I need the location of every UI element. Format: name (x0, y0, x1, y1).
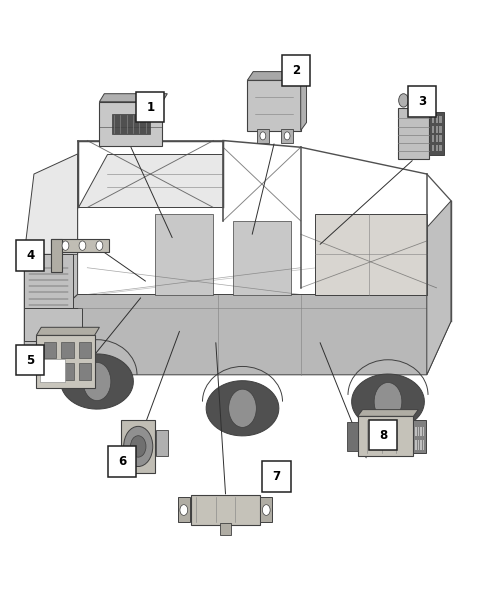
Polygon shape (99, 102, 162, 146)
Circle shape (123, 426, 152, 466)
Bar (414, 441, 416, 450)
Bar (44, 342, 56, 358)
Polygon shape (36, 327, 99, 335)
Polygon shape (397, 108, 428, 159)
Bar (78, 342, 91, 358)
Bar (78, 363, 91, 379)
Bar (439, 135, 441, 142)
Circle shape (259, 132, 265, 140)
Circle shape (284, 132, 289, 140)
FancyBboxPatch shape (262, 461, 290, 492)
Bar (435, 117, 437, 123)
Bar (178, 497, 189, 522)
FancyBboxPatch shape (16, 240, 44, 271)
Polygon shape (51, 239, 109, 252)
Bar (417, 441, 418, 450)
Bar (419, 427, 421, 436)
Circle shape (130, 436, 146, 457)
Polygon shape (24, 308, 82, 342)
Bar (431, 117, 433, 123)
FancyBboxPatch shape (108, 446, 136, 477)
Circle shape (228, 389, 256, 428)
Polygon shape (232, 221, 290, 294)
Bar (431, 135, 433, 142)
Polygon shape (24, 154, 77, 254)
Bar (431, 144, 433, 151)
Bar (219, 524, 231, 535)
Polygon shape (77, 154, 223, 207)
Bar (111, 114, 150, 134)
Bar (156, 430, 168, 456)
Bar (357, 416, 412, 456)
Polygon shape (51, 239, 61, 272)
FancyBboxPatch shape (281, 55, 309, 85)
Bar (419, 441, 421, 450)
Bar (257, 129, 269, 143)
Bar (44, 363, 56, 379)
Text: 1: 1 (146, 101, 154, 114)
Bar (439, 144, 441, 151)
Bar (431, 126, 433, 133)
Bar (260, 497, 272, 522)
Polygon shape (24, 254, 73, 308)
Polygon shape (351, 374, 424, 429)
Bar (428, 112, 443, 155)
Polygon shape (48, 294, 450, 375)
FancyBboxPatch shape (368, 419, 396, 451)
Bar (439, 126, 441, 133)
Bar (347, 422, 357, 451)
Polygon shape (426, 201, 450, 375)
Polygon shape (357, 409, 417, 416)
Bar (435, 126, 437, 133)
Circle shape (262, 505, 270, 515)
Polygon shape (121, 419, 155, 473)
Text: 6: 6 (118, 455, 126, 468)
Bar (417, 427, 418, 436)
Circle shape (96, 241, 103, 250)
Circle shape (79, 241, 86, 250)
Polygon shape (315, 214, 426, 294)
Circle shape (180, 505, 187, 515)
Bar (412, 419, 425, 453)
Bar (439, 117, 441, 123)
Text: 5: 5 (26, 353, 34, 366)
Bar (40, 359, 64, 382)
Bar (435, 135, 437, 142)
Text: 3: 3 (417, 95, 425, 108)
Bar (435, 144, 437, 151)
Bar (422, 441, 423, 450)
Polygon shape (247, 80, 300, 131)
Text: 4: 4 (26, 249, 34, 262)
Polygon shape (60, 354, 133, 409)
Polygon shape (300, 72, 306, 131)
FancyBboxPatch shape (407, 87, 435, 117)
Circle shape (62, 241, 69, 250)
Circle shape (398, 94, 408, 107)
Circle shape (374, 382, 401, 421)
Polygon shape (24, 207, 77, 375)
FancyBboxPatch shape (16, 345, 44, 376)
Bar (281, 129, 293, 143)
Polygon shape (99, 94, 167, 102)
Polygon shape (190, 495, 260, 525)
Bar (61, 342, 74, 358)
FancyBboxPatch shape (136, 92, 164, 123)
Bar (422, 427, 423, 436)
Bar (36, 335, 94, 388)
Text: 2: 2 (291, 64, 299, 77)
Text: 8: 8 (378, 429, 387, 442)
Bar (61, 363, 74, 379)
Polygon shape (247, 72, 306, 80)
Text: 7: 7 (272, 470, 280, 483)
Polygon shape (206, 380, 278, 436)
Circle shape (83, 362, 110, 401)
Bar (414, 427, 416, 436)
Polygon shape (155, 214, 213, 294)
